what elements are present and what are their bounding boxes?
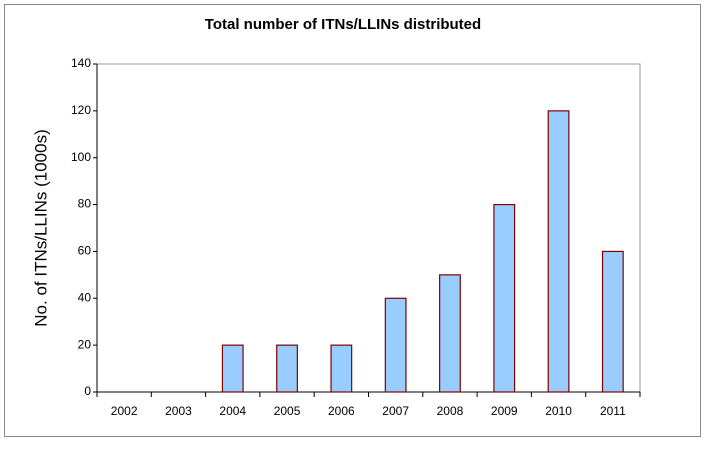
x-tick-label: 2008 (437, 404, 464, 418)
bar (384, 297, 407, 393)
x-tick-label: 2006 (328, 404, 355, 418)
chart-frame (4, 4, 701, 437)
y-tick-label: 140 (71, 56, 91, 70)
y-tick-label: 80 (78, 197, 92, 211)
bar (221, 344, 244, 393)
x-tick-label: 2011 (600, 404, 626, 418)
y-axis-label: No. of ITNs/LLINs (1000s) (31, 129, 50, 326)
bar (330, 344, 353, 393)
x-tick-label: 2007 (382, 404, 409, 418)
y-tick-label: 0 (84, 384, 91, 398)
y-tick-label: 120 (71, 103, 91, 117)
x-tick-label: 2005 (274, 404, 301, 418)
x-tick-label: 2010 (545, 404, 572, 418)
chart-title: Total number of ITNs/LLINs distributed (205, 16, 481, 33)
bar (439, 274, 461, 393)
x-tick-label: 2002 (111, 404, 138, 418)
y-tick-label: 100 (71, 150, 91, 164)
bar (493, 203, 516, 393)
y-tick-label: 40 (78, 290, 92, 304)
x-tick-label: 2004 (219, 404, 246, 418)
x-tick-label: 2009 (491, 404, 518, 418)
bar (601, 250, 624, 393)
y-tick-label: 60 (78, 244, 92, 258)
x-tick-label: 2003 (165, 404, 192, 418)
bar (276, 344, 298, 393)
bar (547, 110, 570, 393)
y-tick-label: 20 (78, 337, 92, 351)
